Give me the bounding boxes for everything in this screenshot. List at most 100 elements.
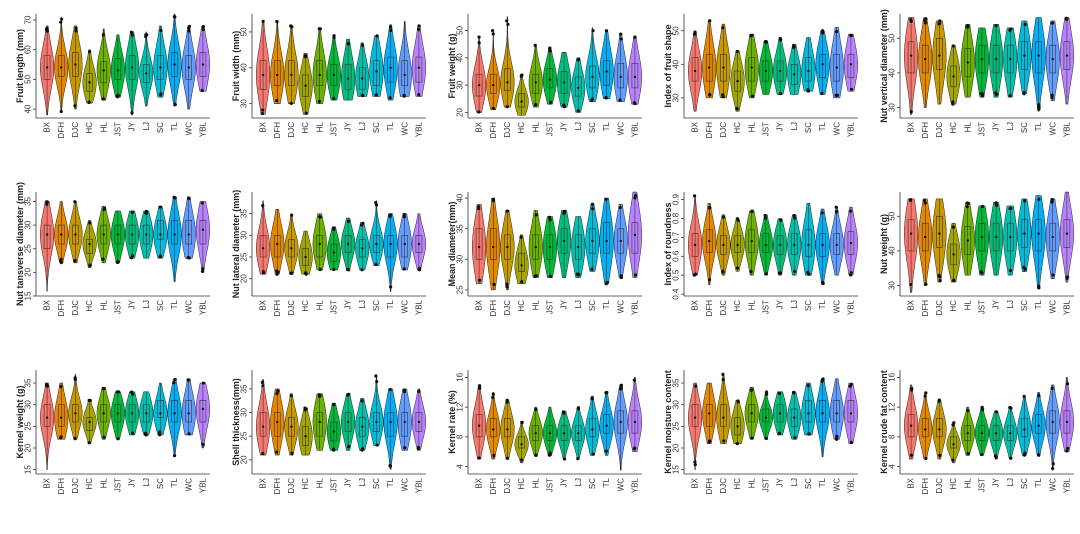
outlier-point [1037,107,1041,111]
outlier-point [361,447,365,451]
median-point [261,73,265,77]
outlier-point [938,19,942,23]
box [114,58,122,80]
outlier-point [1051,273,1055,277]
outlier-point [604,197,608,201]
box [546,234,554,260]
x-tick-label: YBL [198,477,207,493]
x-tick-label: YBL [846,477,855,493]
y-tick-label: 30 [24,220,33,229]
box [72,224,79,245]
outlier-point [505,398,509,402]
outlier-point [590,97,594,101]
outlier-point [201,267,205,271]
y-tick-label: 50 [24,74,33,83]
outlier-point [158,205,162,209]
box [185,400,193,423]
outlier-point [633,35,637,39]
x-tick-label: JY [992,299,1001,309]
x-tick-label: SC [156,122,165,133]
box [574,76,582,97]
median-point [130,412,134,415]
box [691,57,699,82]
x-tick-label: YBL [1062,121,1071,137]
outlier-point [402,215,407,219]
y-tick-label: 25 [240,431,249,440]
y-tick-label: 30 [456,254,465,263]
box [387,235,394,258]
outlier-point [533,274,537,278]
outlier-point [318,393,322,398]
x-tick-label: JY [128,299,137,309]
y-tick-label: 25 [24,244,33,253]
box [532,425,540,441]
x-tick-label: HC [85,300,94,312]
outlier-point [200,88,204,93]
median-point [750,239,753,243]
violin-panel-9: Index of roundness 0.4 0.5 0.6 0.7 0.8 0.9 BX DF… [648,178,864,356]
x-tick-label: SC [1020,122,1029,133]
x-tick-label: SC [372,300,381,311]
median-point [938,54,941,57]
outlier-point [144,209,149,214]
x-tick-label: LJ [358,122,367,130]
median-point [966,61,969,64]
median-point [201,407,205,411]
violin-plot-svg: 4 8 12 16 BX DFH DJC HC HL JST JY LJ SC TL WC YBL [888,370,1074,494]
median-point [60,416,63,419]
y-tick-label: 12 [888,402,897,411]
median-point [534,245,537,249]
median-point [591,428,594,431]
box [907,414,915,438]
outlier-point [938,453,942,458]
outlier-point [1066,275,1070,279]
outlier-point [491,395,495,400]
x-tick-label: YBL [846,299,855,315]
median-point [1037,54,1040,57]
y-tick-label: 50 [672,26,681,35]
median-point [938,428,941,431]
outlier-point [332,36,336,40]
outlier-point [187,29,191,33]
median-point [102,412,105,415]
outlier-point [979,270,983,274]
outlier-point [187,197,191,201]
outlier-point [590,267,594,271]
outlier-point [1050,21,1055,25]
box [504,417,511,438]
outlier-point [562,211,566,215]
median-point [520,443,523,446]
median-point [332,251,336,254]
outlier-point [102,206,107,211]
outlier-point [332,403,336,407]
median-point [750,66,753,69]
outlier-point [187,432,191,436]
outlier-point [792,391,796,395]
outlier-point [994,24,998,28]
box [790,408,798,427]
median-point [1023,232,1026,235]
box [373,235,380,253]
outlier-point [60,17,64,21]
median-point [633,233,637,237]
median-point [807,243,810,247]
outlier-point [375,34,379,38]
outlier-point [289,101,293,105]
outlier-point [101,33,105,37]
box [128,404,136,423]
median-point [994,431,998,435]
x-tick-label: SC [1020,478,1029,489]
outlier-point [158,433,162,437]
outlier-point [88,221,92,225]
y-tick-label: 30 [888,103,897,112]
outlier-point [693,460,697,464]
x-tick-label: JY [560,477,569,487]
median-point [1009,235,1012,239]
outlier-point [692,194,697,198]
box [720,235,727,255]
x-tick-label: DJC [935,300,944,316]
box [358,416,366,437]
outlier-point [276,389,280,393]
outlier-point [1037,286,1041,290]
x-tick-label: HC [517,478,526,490]
